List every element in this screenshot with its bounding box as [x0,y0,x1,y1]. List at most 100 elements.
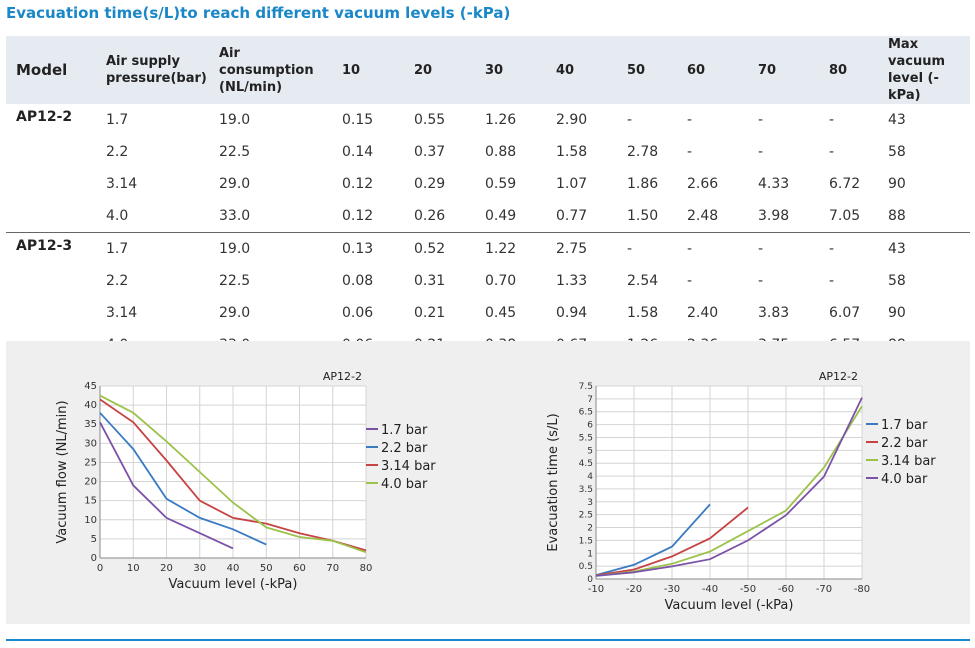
table-cell: - [829,273,835,289]
legend-label: 3.14 bar [881,454,936,469]
y-tick-label: 15 [84,496,97,507]
table-cell: 29.0 [219,305,251,321]
y-tick-label: 25 [84,457,97,468]
y-tick-label: 10 [84,515,97,526]
y-tick-label: 3.5 [579,485,593,495]
header-line: level (-kPa) [888,71,939,103]
x-tick-label: -40 [702,584,718,595]
model-cell-empty [6,136,102,168]
header-line: pressure(bar) [106,71,207,86]
x-tick-label: -20 [626,584,642,595]
table-cell: 0.15 [342,112,374,128]
vacuum-flow-chart: 0 5 10 15 20 25 30 35 40 45 0 10 20 30 40 50 60 70 80 AP12-… [55,370,436,592]
y-tick-label: 4 [587,472,593,482]
legend-label: 1.7 bar [381,423,428,438]
table-cell: 2.54 [627,273,659,289]
header-max-vacuum: Max vacuum level (-kPa) [884,36,970,104]
table-cell: 1.7 [106,112,129,128]
legend-label: 3.14 bar [381,459,436,474]
y-tick-label: 7.5 [579,382,593,392]
x-tick-label: 50 [260,563,273,574]
bottom-rule [6,639,970,641]
chart-title: AP12-2 [323,370,362,383]
table-cell: 0.06 [342,305,374,321]
table-row: 4.0 33.0 0.12 0.26 0.49 0.77 1.50 2.48 3.98 7.05 8… [6,200,970,233]
table-cell: 58 [888,273,906,289]
header-air-consumption: Air consumption (NL/min) [215,36,338,104]
header-line: Air consumption [219,45,314,78]
x-tick-label: 60 [293,563,306,574]
table-cell: 4.0 [102,200,215,233]
table-cell: 0.52 [414,241,446,257]
table-cell: - [687,144,693,160]
header-model: Model [6,36,102,104]
series-line-3-14-bar [99,398,367,552]
table-cell: 88 [884,200,970,233]
table-cell: 2.2 [106,144,129,160]
y-tick-label: 4.5 [579,459,593,469]
table-cell: - [758,112,764,128]
table-cell: 3.98 [754,200,825,233]
header-60: 60 [683,36,754,104]
table-cell: 43 [888,241,906,257]
legend-label: 2.2 bar [381,441,428,456]
table-cell: 1.58 [556,144,588,160]
series-line-3-14-bar [595,405,863,577]
evacuation-time-chart: 0 0.5 1 1.5 2 2.5 3 3.5 4 4.5 5 5.5 6 6.5 7 7.5 -10 -20 -3… [546,370,936,613]
x-tick-label: 0 [97,563,103,574]
table-cell: 1.33 [556,273,588,289]
table-row: AP12-3 1.7 19.0 0.13 0.52 1.22 2.75 - - - - 43 [6,233,970,266]
header-30: 30 [481,36,552,104]
header-80: 80 [825,36,884,104]
table-cell: - [829,112,835,128]
table-cell: 0.70 [485,273,517,289]
table-cell: 0.45 [485,305,517,321]
table-cell: - [758,273,764,289]
table-cell: 7.05 [825,200,884,233]
table-cell: 0.21 [414,305,446,321]
y-axis-label: Evacuation time (s/L) [546,413,561,551]
model-cell: AP12-3 [16,238,73,254]
y-tick-label: 30 [84,438,97,449]
table-cell: 0.77 [552,200,623,233]
legend-label: 2.2 bar [881,436,928,451]
y-tick-label: 0.5 [579,562,593,572]
table-cell: 1.07 [556,176,588,192]
table-cell: 0.31 [414,273,446,289]
table-cell: 1.26 [485,112,517,128]
table-cell: 0.08 [342,273,374,289]
y-tick-label: 40 [84,400,97,411]
table-row: AP12-2 1.7 19.0 0.15 0.55 1.26 2.90 - - - - 43 [6,104,970,136]
table-cell: - [687,241,693,257]
table-cell: - [758,241,764,257]
table-cell: 2.40 [687,305,719,321]
y-tick-label: 3 [587,498,593,508]
table-cell: 3.14 [106,176,138,192]
table-cell: 0.12 [342,176,374,192]
x-tick-label: -80 [854,584,870,595]
header-50: 50 [623,36,683,104]
table-row: 3.14 29.0 0.12 0.29 0.59 1.07 1.86 2.66 4.33 6.72… [6,168,970,200]
header-10: 10 [338,36,410,104]
table-cell: 0.37 [414,144,446,160]
table-cell: 3.14 [106,305,138,321]
page-title: Evacuation time(s/L)to reach different v… [6,4,511,22]
table-row: 2.2 22.5 0.14 0.37 0.88 1.58 2.78 - - - 58 [6,136,970,168]
table-cell: 58 [888,144,906,160]
model-cell-empty [6,168,102,200]
table-cell: 6.07 [829,305,861,321]
x-tick-label: -10 [588,584,604,595]
charts-panel: 0 5 10 15 20 25 30 35 40 45 0 10 20 30 40 50 60 70 80 AP12-… [6,341,970,624]
table-cell: - [829,241,835,257]
series-line-4-0-bar [99,394,367,554]
y-axis-label: Vacuum flow (NL/min) [55,400,70,543]
y-tick-label: 5 [587,446,593,456]
table-cell: 1.86 [627,176,659,192]
y-tick-label: 2 [587,524,593,534]
table-cell: 0.13 [342,241,374,257]
y-tick-label: 6.5 [579,408,593,418]
table-cell: 0.14 [342,144,374,160]
table-cell: 43 [888,112,906,128]
y-tick-label: 0 [91,553,97,564]
y-tick-label: 45 [84,381,97,392]
